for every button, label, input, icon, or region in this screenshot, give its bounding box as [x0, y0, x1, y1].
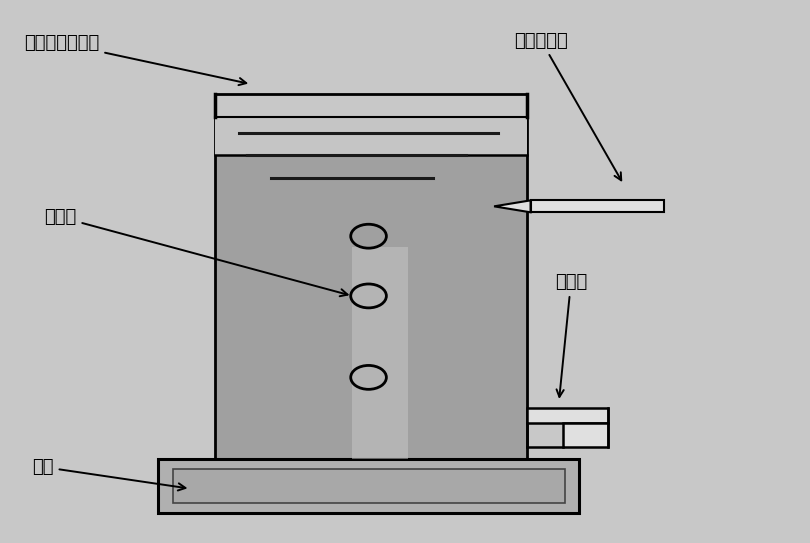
Bar	[158, 459, 579, 513]
Bar	[173, 469, 565, 503]
Polygon shape	[494, 200, 531, 212]
Bar	[563, 423, 608, 447]
Text: 土壤采样器: 土壤采样器	[514, 31, 621, 180]
Bar	[526, 408, 608, 423]
Text: 排水口: 排水口	[555, 273, 587, 397]
Text: 土壤修复塔筒体: 土壤修复塔筒体	[24, 34, 246, 85]
Bar	[215, 117, 526, 459]
Text: 底座: 底座	[32, 458, 185, 490]
Text: 采样口: 采样口	[45, 208, 347, 296]
Bar	[531, 200, 664, 212]
Bar	[215, 117, 526, 155]
Bar	[352, 247, 408, 459]
